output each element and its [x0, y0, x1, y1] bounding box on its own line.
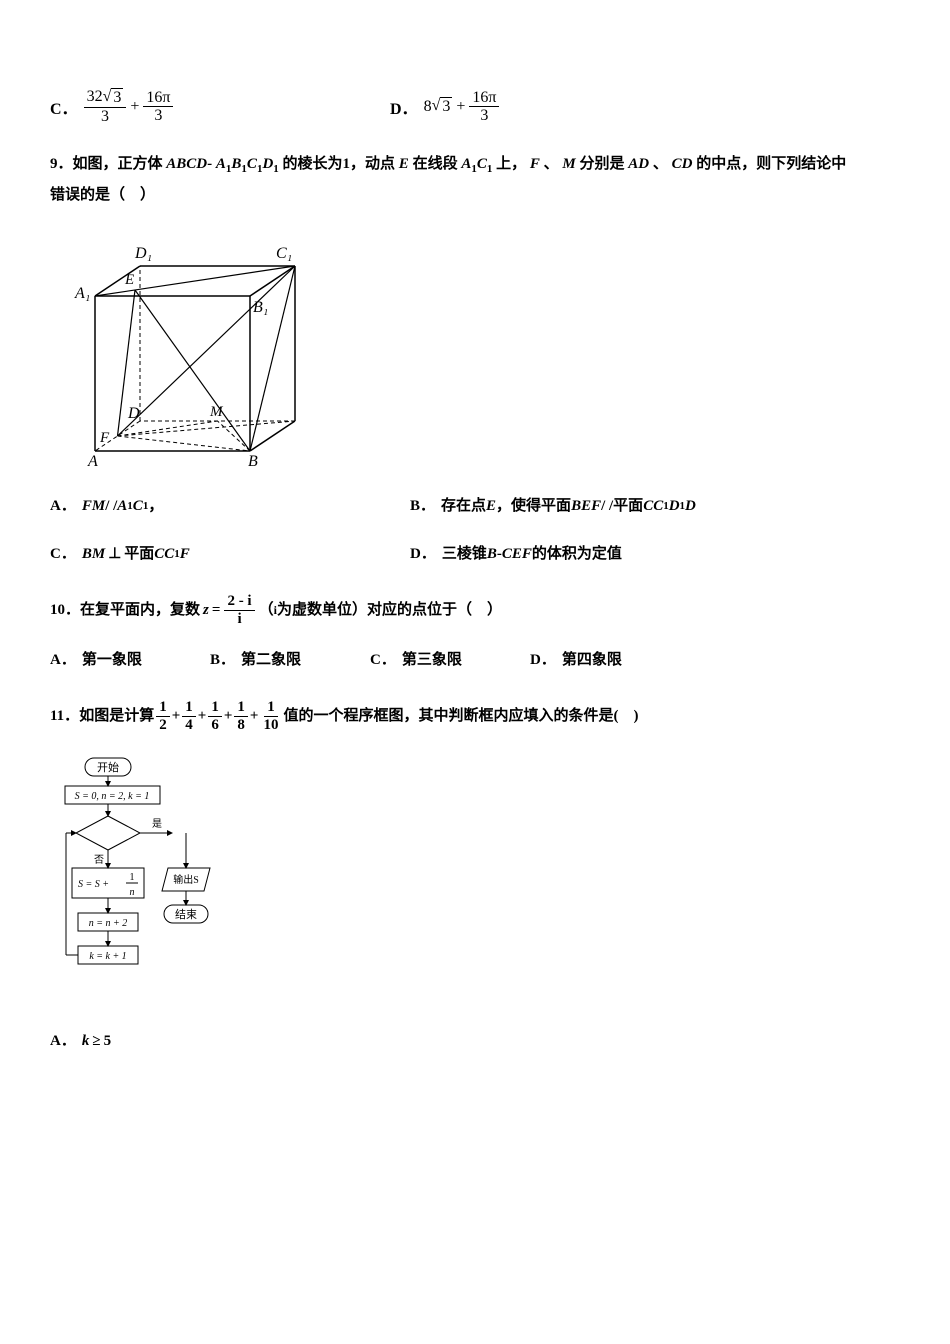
q9-cube-figure: A B C D A₁ B₁ C₁ D₁ E F M — [50, 226, 900, 481]
q9-option-b: B． 存在点E，使得平面BEF / / 平面CC1D1D — [410, 491, 850, 521]
svg-text:S = 0, n = 2, k = 1: S = 0, n = 2, k = 1 — [75, 791, 150, 802]
svg-text:1: 1 — [130, 872, 135, 883]
svg-text:是: 是 — [152, 818, 162, 830]
svg-text:结束: 结束 — [175, 908, 197, 921]
cube-svg: A B C D A₁ B₁ C₁ D₁ E F M — [50, 226, 300, 476]
label-F: F — [99, 430, 110, 446]
svg-text:开始: 开始 — [97, 760, 119, 774]
option-d-frac: 16π 3 — [469, 89, 499, 125]
question-9: 9．如图，正方体 ABCD- A1B1C1D1 的棱长为1，动点 E 在线段 A… — [50, 149, 900, 569]
q9-option-c: C． BM⊥平面CC1F — [50, 539, 410, 569]
q9-stem: 9．如图，正方体 ABCD- A1B1C1D1 的棱长为1，动点 E 在线段 A… — [50, 149, 900, 210]
question-10: 10．在复平面内，复数 z= 2 - i i （i为虚数单位）对应的点位于（ ）… — [50, 593, 900, 675]
label-B1: B₁ — [253, 299, 268, 316]
option-d: D． 8√3 + 16π 3 — [390, 88, 499, 125]
q9-option-a: A． FM / / A1C1， — [50, 491, 410, 521]
q10-option-a: A．第一象限 — [50, 645, 210, 675]
svg-text:输出S: 输出S — [173, 873, 199, 886]
flowchart-svg: 开始 S = 0, n = 2, k = 1 否 是 S = S + 1 n 输… — [60, 753, 220, 1013]
option-c-frac2: 16π 3 — [143, 89, 173, 125]
q10-option-c: C．第三象限 — [370, 645, 530, 675]
q8-options-continuation: C． 32√3 3 + 16π 3 D． 8√3 + 16π 3 — [50, 88, 900, 125]
label-E: E — [124, 272, 134, 288]
option-c: C． 32√3 3 + 16π 3 — [50, 88, 390, 125]
label-M: M — [209, 404, 224, 420]
q10-fraction: 2 - i i — [224, 593, 254, 627]
q10-option-d: D．第四象限 — [530, 645, 690, 675]
svg-text:S = S +: S = S + — [78, 879, 109, 890]
label-C1: C₁ — [276, 245, 292, 262]
q10-stem: 10．在复平面内，复数 z= 2 - i i （i为虚数单位）对应的点位于（ ） — [50, 593, 900, 627]
q10-option-b: B．第二象限 — [210, 645, 370, 675]
svg-text:否: 否 — [94, 854, 104, 866]
svg-text:k = k + 1: k = k + 1 — [89, 951, 126, 962]
label-D: D — [127, 405, 140, 422]
q11-flowchart: 开始 S = 0, n = 2, k = 1 否 是 S = S + 1 n 输… — [60, 753, 900, 1018]
label-A: A — [87, 453, 98, 470]
q11-option-a: A． k ≥ 5 — [50, 1026, 111, 1056]
option-d-label: D． — [390, 95, 418, 119]
option-c-label: C． — [50, 95, 78, 119]
label-D1: D₁ — [134, 245, 152, 262]
q11-stem: 11．如图是计算 12 + 14 + 16 + 18 + 110 值的一个程序框… — [50, 699, 900, 733]
svg-text:n: n — [130, 887, 135, 898]
label-B: B — [248, 453, 258, 470]
svg-text:n = n + 2: n = n + 2 — [89, 918, 128, 929]
question-11: 11．如图是计算 12 + 14 + 16 + 18 + 110 值的一个程序框… — [50, 699, 900, 1056]
option-c-frac1: 32√3 3 — [84, 88, 127, 125]
label-A1: A₁ — [74, 285, 90, 302]
q9-option-d: D． 三棱锥B-CEF的体积为定值 — [410, 539, 850, 569]
